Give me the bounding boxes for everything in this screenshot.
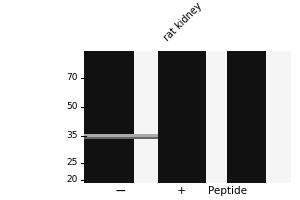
Text: +: + xyxy=(177,186,186,196)
FancyBboxPatch shape xyxy=(84,134,158,139)
Text: rat kidney: rat kidney xyxy=(162,0,204,43)
Text: 50: 50 xyxy=(67,102,78,111)
FancyBboxPatch shape xyxy=(266,51,291,183)
Text: 70: 70 xyxy=(67,73,78,82)
FancyBboxPatch shape xyxy=(226,51,266,183)
Text: 20: 20 xyxy=(67,175,78,184)
FancyBboxPatch shape xyxy=(84,137,158,139)
Text: Peptide: Peptide xyxy=(208,186,247,196)
FancyBboxPatch shape xyxy=(158,51,206,183)
FancyBboxPatch shape xyxy=(134,51,158,183)
FancyBboxPatch shape xyxy=(84,51,291,183)
FancyBboxPatch shape xyxy=(84,51,134,183)
FancyBboxPatch shape xyxy=(206,51,226,183)
Text: 35: 35 xyxy=(67,131,78,140)
Text: 25: 25 xyxy=(67,158,78,167)
Text: −: − xyxy=(115,184,127,198)
